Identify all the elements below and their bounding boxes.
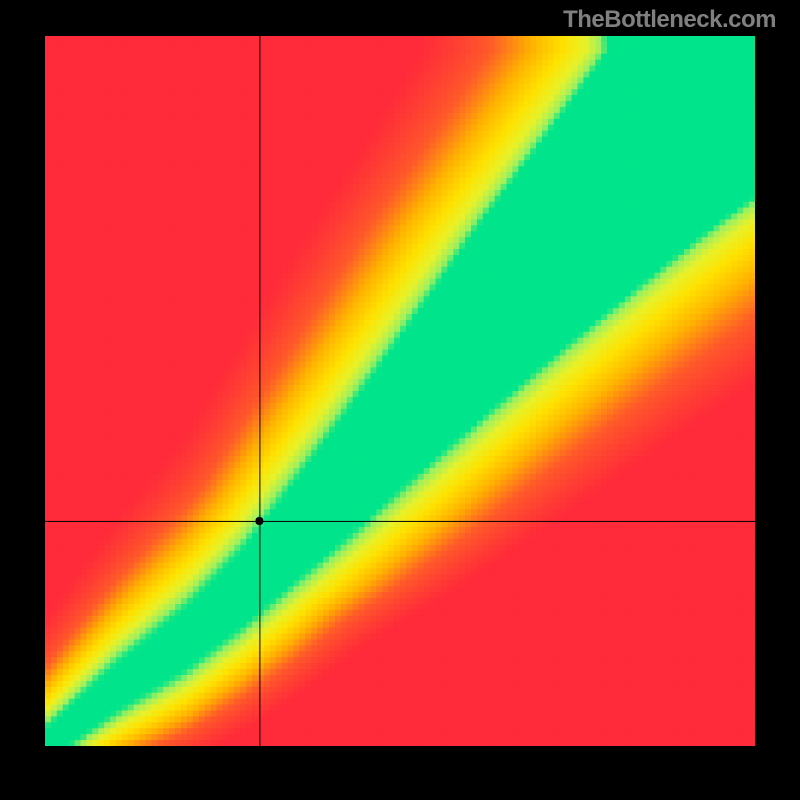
attribution-watermark: TheBottleneck.com bbox=[563, 6, 776, 34]
chart-container: TheBottleneck.com bbox=[0, 0, 800, 800]
bottleneck-heatmap bbox=[45, 36, 755, 746]
